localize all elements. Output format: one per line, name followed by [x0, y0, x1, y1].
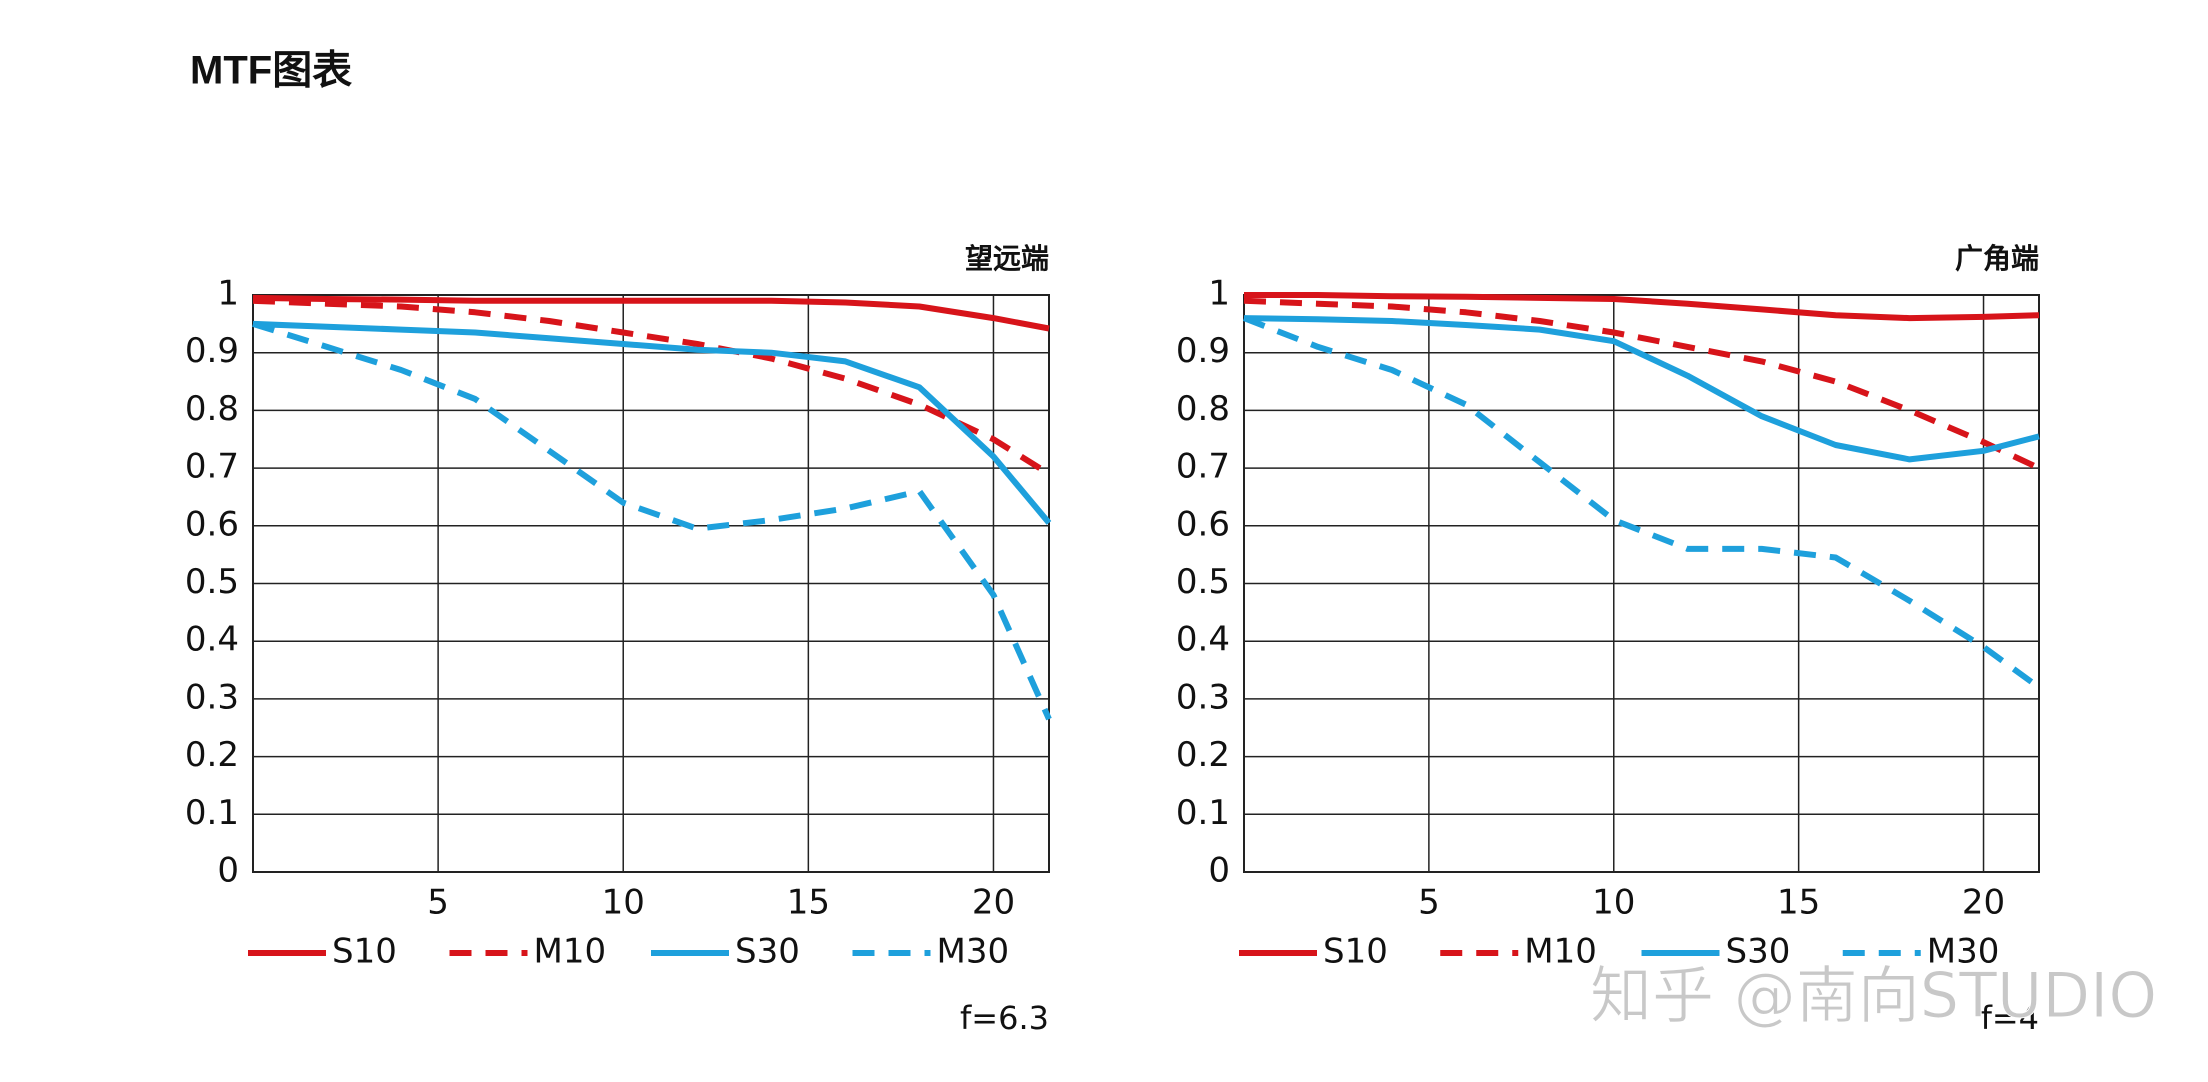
x-tick-label: 20	[972, 883, 1015, 923]
legend-label: M10	[1524, 932, 1597, 972]
y-tick-label: 0.9	[185, 331, 239, 371]
legend-label: S30	[735, 932, 800, 972]
y-tick-label: 0.3	[1176, 677, 1230, 717]
y-tick-label: 0.7	[1176, 447, 1230, 487]
y-tick-label: 0.7	[185, 447, 239, 487]
series-line	[1242, 315, 2041, 690]
series-line	[1244, 292, 2040, 322]
series-line	[252, 294, 1050, 332]
y-tick-label: 1	[1208, 274, 1230, 314]
x-tick-label: 5	[427, 883, 449, 923]
y-tick-label: 0	[1208, 851, 1230, 891]
f-number: f=4	[1981, 999, 2039, 1037]
legend-label: M10	[534, 932, 607, 972]
x-tick-label: 10	[602, 883, 645, 923]
y-tick-label: 0.4	[1176, 620, 1230, 660]
corner-label: 广角端	[1955, 242, 2039, 275]
legend-label: S30	[1726, 932, 1791, 972]
y-tick-label: 0.6	[1176, 504, 1230, 544]
watermark: 知乎 @南向STUDIO	[1590, 959, 2157, 1032]
series-line	[252, 321, 1052, 721]
y-tick-label: 0.9	[1176, 331, 1230, 371]
y-tick-label: 0.3	[185, 677, 239, 717]
x-tick-label: 15	[787, 883, 830, 923]
plot-frame	[1243, 294, 2040, 873]
legend-label: M30	[937, 932, 1010, 972]
page-title: MTF图表	[190, 49, 352, 93]
y-tick-label: 0.6	[185, 504, 239, 544]
y-tick-label: 0.4	[185, 620, 239, 660]
corner-label: 望远端	[965, 242, 1049, 275]
y-tick-label: 0.5	[1176, 562, 1230, 602]
legend-label: M30	[1927, 932, 2000, 972]
series-line	[252, 297, 1051, 477]
y-tick-label: 1	[217, 274, 239, 314]
x-tick-label: 10	[1592, 883, 1635, 923]
y-tick-label: 0.8	[185, 389, 239, 429]
plot-frame	[252, 294, 1050, 873]
y-tick-label: 0.8	[1176, 389, 1230, 429]
y-tick-label: 0.1	[185, 793, 239, 833]
f-number: f=6.3	[960, 999, 1049, 1037]
x-tick-label: 5	[1418, 883, 1440, 923]
x-tick-label: 20	[1962, 883, 2005, 923]
y-tick-label: 0	[217, 851, 239, 891]
y-tick-label: 0.5	[185, 562, 239, 602]
series-line	[1243, 297, 2041, 471]
legend-label: S10	[1323, 932, 1388, 972]
x-tick-label: 15	[1777, 883, 1820, 923]
series-line	[1243, 315, 2040, 463]
y-tick-label: 0.2	[1176, 735, 1230, 775]
y-tick-label: 0.1	[1176, 793, 1230, 833]
y-tick-label: 0.2	[185, 735, 239, 775]
series-line	[252, 320, 1052, 525]
legend-label: S10	[332, 932, 397, 972]
